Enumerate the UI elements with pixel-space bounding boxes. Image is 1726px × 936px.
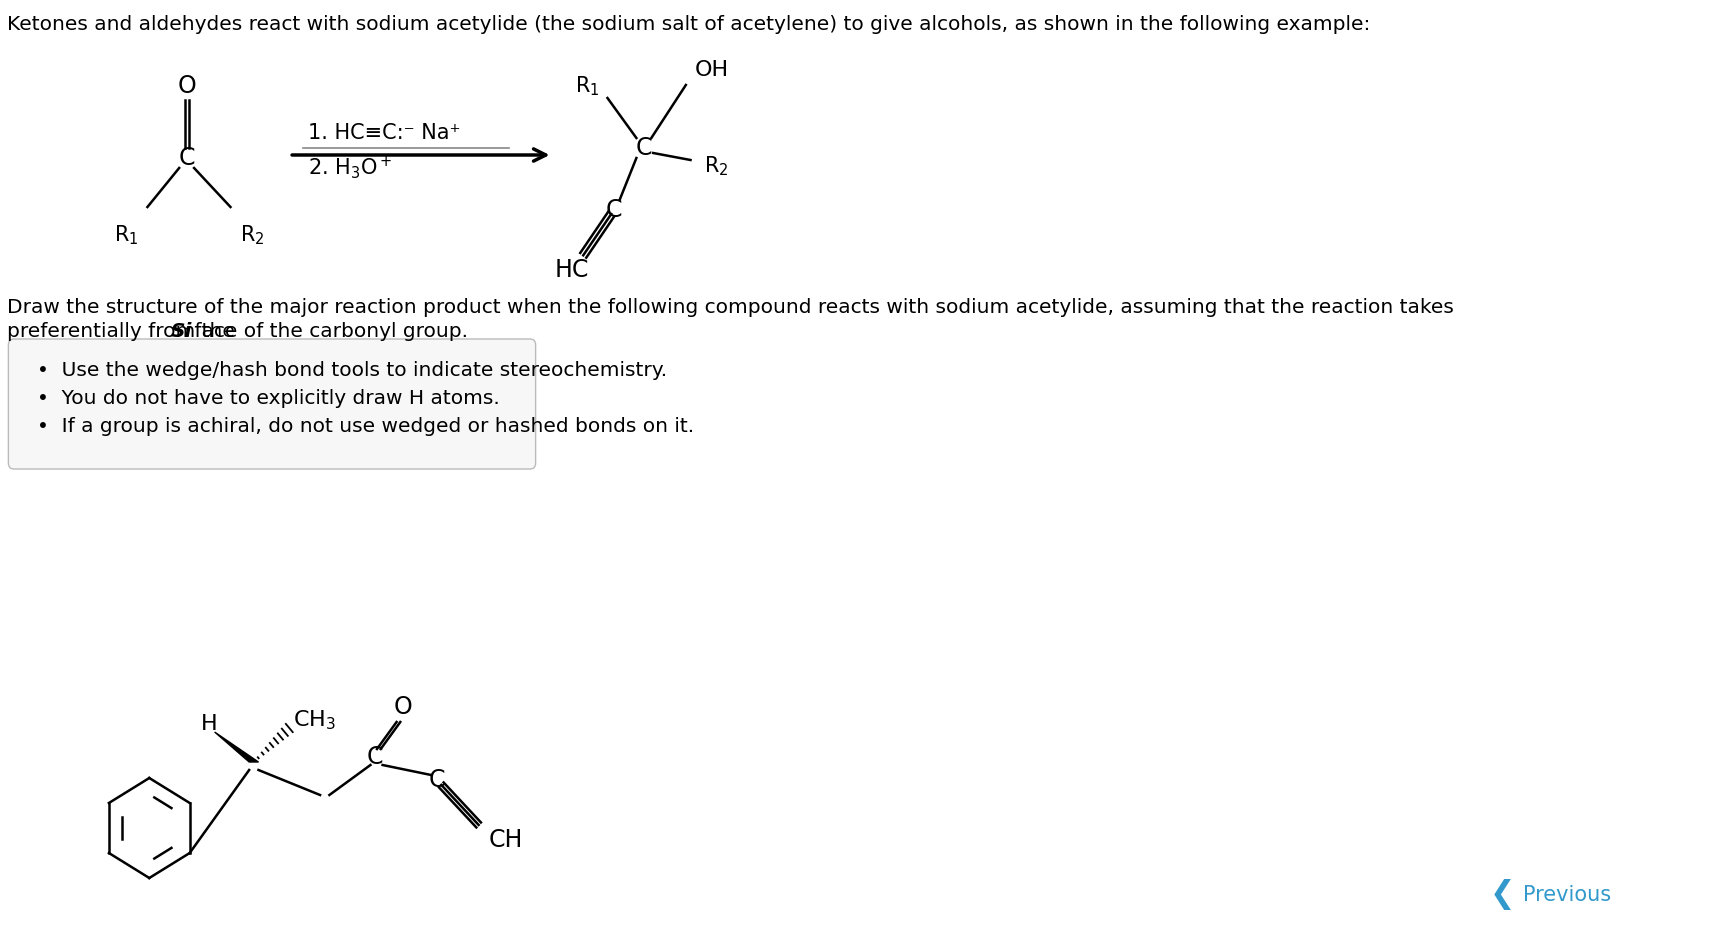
Text: R$_1$: R$_1$ [114, 223, 138, 246]
Text: R$_2$: R$_2$ [704, 154, 728, 178]
Text: ❮: ❮ [1490, 880, 1515, 911]
Text: C: C [606, 198, 623, 222]
Text: Ketones and aldehydes react with sodium acetylide (the sodium salt of acetylene): Ketones and aldehydes react with sodium … [7, 15, 1370, 34]
Text: O: O [394, 695, 413, 719]
Text: C: C [635, 136, 652, 160]
Text: Previous: Previous [1522, 885, 1610, 905]
Text: 2. H$_3$O$^+$: 2. H$_3$O$^+$ [307, 154, 392, 182]
Text: 1. HC≡C:⁻ Na⁺: 1. HC≡C:⁻ Na⁺ [307, 123, 461, 143]
Text: Si: Si [171, 322, 192, 341]
Text: O: O [178, 74, 197, 98]
Text: •  You do not have to explicitly draw H atoms.: • You do not have to explicitly draw H a… [38, 389, 501, 408]
Text: R$_2$: R$_2$ [240, 223, 264, 246]
FancyBboxPatch shape [9, 339, 535, 469]
Text: C: C [178, 146, 195, 170]
Text: face of the carbonyl group.: face of the carbonyl group. [188, 322, 468, 341]
Text: Draw the structure of the major reaction product when the following compound rea: Draw the structure of the major reaction… [7, 298, 1455, 317]
Text: •  Use the wedge/hash bond tools to indicate stereochemistry.: • Use the wedge/hash bond tools to indic… [38, 361, 668, 380]
Text: preferentially from the: preferentially from the [7, 322, 242, 341]
Text: OH: OH [696, 60, 730, 80]
Text: H: H [200, 714, 217, 734]
Text: C: C [428, 768, 445, 792]
Text: CH: CH [488, 828, 523, 852]
Text: CH$_3$: CH$_3$ [293, 709, 337, 732]
Text: R$_1$: R$_1$ [575, 74, 599, 97]
Text: HC: HC [554, 258, 589, 282]
Text: C: C [368, 745, 383, 769]
Text: •  If a group is achiral, do not use wedged or hashed bonds on it.: • If a group is achiral, do not use wedg… [38, 417, 694, 436]
Polygon shape [214, 732, 259, 762]
